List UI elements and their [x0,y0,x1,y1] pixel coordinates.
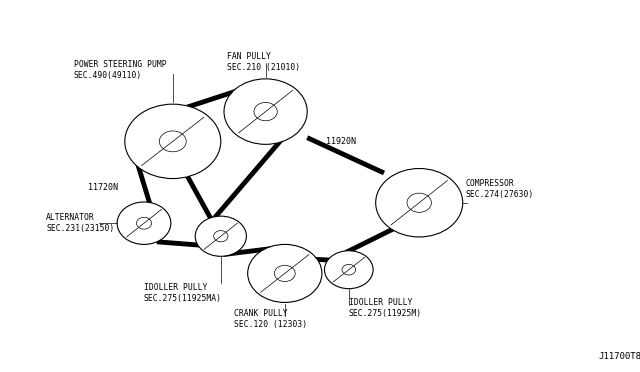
Ellipse shape [159,131,186,152]
Ellipse shape [275,265,295,282]
Ellipse shape [214,231,228,242]
Ellipse shape [342,264,356,275]
Text: 11920N: 11920N [326,137,356,146]
Ellipse shape [195,216,246,256]
Ellipse shape [324,251,373,289]
Ellipse shape [254,102,277,121]
Ellipse shape [136,217,152,229]
Text: ALTERNATOR
SEC.231(23150): ALTERNATOR SEC.231(23150) [46,213,115,233]
Ellipse shape [407,193,431,212]
Text: IDOLLER PULLY
SEC.275(11925M): IDOLLER PULLY SEC.275(11925M) [349,298,422,318]
Text: COMPRESSOR
SEC.274(27630): COMPRESSOR SEC.274(27630) [466,179,534,199]
Text: 11720N: 11720N [88,183,118,192]
Ellipse shape [117,202,171,244]
Text: FAN PULLY
SEC.210 (21010): FAN PULLY SEC.210 (21010) [227,52,300,72]
Ellipse shape [248,244,322,302]
Ellipse shape [224,79,307,144]
Text: POWER STEERING PUMP
SEC.490(49110): POWER STEERING PUMP SEC.490(49110) [74,60,166,80]
Ellipse shape [376,169,463,237]
Text: IDOLLER PULLY
SEC.275(11925MA): IDOLLER PULLY SEC.275(11925MA) [144,283,222,303]
Text: CRANK PULLY
SEC.120 (12303): CRANK PULLY SEC.120 (12303) [234,309,307,329]
Text: J11700T8: J11700T8 [598,352,640,361]
Ellipse shape [125,104,221,179]
